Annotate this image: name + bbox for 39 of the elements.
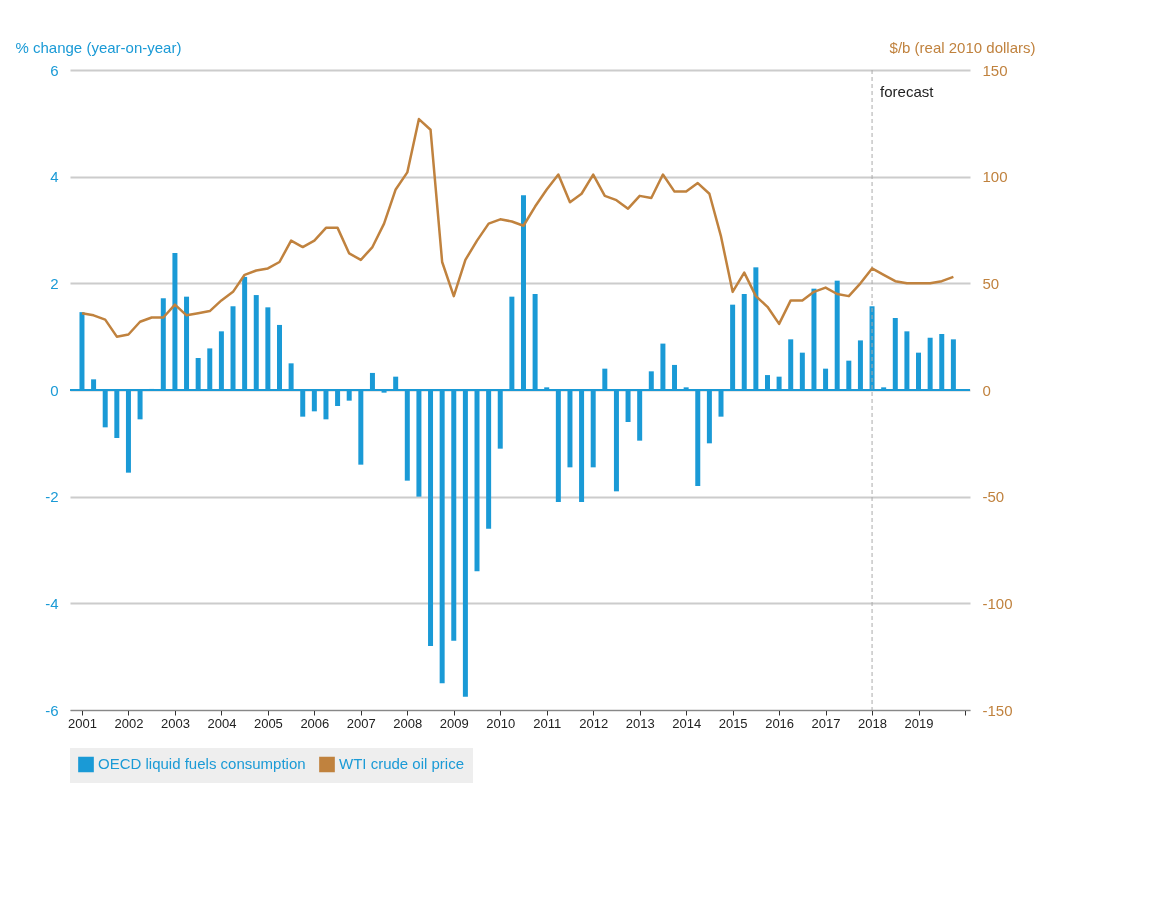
y-tick-label: 0: [50, 381, 59, 399]
y2-tick-label: -100: [982, 594, 1013, 612]
ref-line-label: forecast: [880, 83, 935, 100]
x-tick-label: 2010: [486, 715, 516, 731]
y2-tick-label: 0: [982, 381, 991, 399]
y-tick-label: -4: [45, 594, 59, 612]
y-tick-label: -2: [45, 488, 59, 506]
x-tick-label: 2015: [718, 715, 748, 731]
y-tick-label: -6: [45, 701, 59, 719]
x-tick-label: 2011: [533, 715, 562, 731]
y2-tick-label: 100: [982, 168, 1008, 186]
x-tick-label: 2016: [765, 715, 795, 731]
x-tick-label: 2018: [858, 715, 888, 731]
y-axis-title: % change (year-on-year): [15, 38, 182, 56]
x-tick-label: 2014: [672, 715, 702, 731]
x-tick-label: 2005: [253, 715, 283, 731]
y2-tick-label: -150: [982, 701, 1013, 719]
y2-tick-label: 150: [982, 61, 1008, 79]
legend-label: WTI crude oil price: [339, 755, 465, 773]
y-tick-label: 2: [50, 274, 59, 292]
line-series: [80, 117, 955, 338]
x-tick-label: 2003: [160, 715, 190, 731]
x-tick-label: 2017: [811, 715, 841, 731]
x-tick-label: 2009: [439, 715, 469, 731]
x-tick-label: 2013: [625, 715, 655, 731]
legend-label: OECD liquid fuels consumption: [98, 755, 306, 773]
x-tick-label: 2002: [114, 715, 144, 731]
x-tick-label: 2008: [393, 715, 423, 731]
y2-axis-title: $/b (real 2010 dollars): [889, 38, 1036, 56]
y2-tick-label: 50: [982, 274, 1000, 292]
x-tick-label: 2012: [579, 715, 609, 731]
x-tick-label: 2007: [346, 715, 376, 731]
x-tick-label: 2019: [904, 715, 934, 731]
y2-tick-label: -50: [982, 488, 1005, 506]
x-tick-label: 2004: [207, 715, 237, 731]
x-tick-label: 2001: [68, 715, 97, 731]
x-tick-label: 2006: [300, 715, 330, 731]
y-tick-label: 6: [50, 61, 59, 79]
y-tick-label: 4: [50, 168, 59, 186]
